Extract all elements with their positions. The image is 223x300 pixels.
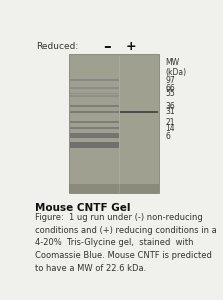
Bar <box>70 87 119 89</box>
Text: 14: 14 <box>165 124 175 133</box>
Bar <box>70 95 119 97</box>
Bar <box>70 79 119 80</box>
Text: MW
(kDa): MW (kDa) <box>165 58 186 77</box>
Text: 55: 55 <box>165 89 175 98</box>
Bar <box>69 55 159 193</box>
Bar <box>120 111 158 113</box>
Bar <box>70 136 119 138</box>
Bar <box>70 142 119 145</box>
Bar <box>70 121 119 123</box>
Text: Reduced:: Reduced: <box>37 42 79 51</box>
Bar <box>70 111 119 112</box>
Text: 66: 66 <box>165 84 175 93</box>
Bar <box>69 184 159 193</box>
Bar <box>70 134 119 136</box>
Text: Figure:  1 ug run under (-) non-reducing
conditions and (+) reducing conditions : Figure: 1 ug run under (-) non-reducing … <box>35 213 217 273</box>
Text: +: + <box>125 40 136 53</box>
Text: 31: 31 <box>165 107 175 116</box>
Text: 97: 97 <box>165 76 175 85</box>
Bar <box>70 93 119 94</box>
Text: 21: 21 <box>165 118 175 127</box>
Text: 6: 6 <box>165 132 170 141</box>
Text: Mouse CNTF Gel: Mouse CNTF Gel <box>35 203 130 214</box>
Text: –: – <box>103 39 111 54</box>
Bar <box>70 127 119 129</box>
Bar <box>70 145 119 148</box>
Bar <box>70 105 119 107</box>
Text: 36: 36 <box>165 102 175 111</box>
